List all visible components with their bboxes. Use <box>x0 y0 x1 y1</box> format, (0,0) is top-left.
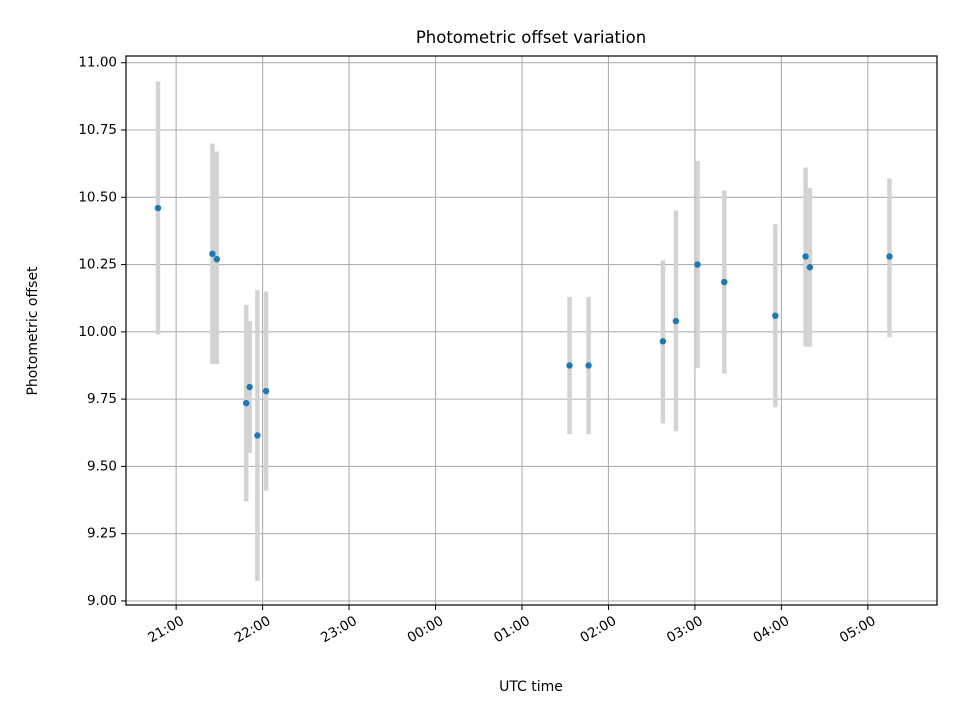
data-point <box>694 261 701 268</box>
data-points <box>154 204 893 439</box>
y-tick-label: 10.00 <box>78 324 117 340</box>
data-point <box>209 250 216 258</box>
data-point <box>659 338 667 345</box>
data-point <box>802 253 809 260</box>
data-point <box>721 278 728 286</box>
y-tick-label: 10.25 <box>78 257 117 273</box>
y-tick-label: 10.75 <box>78 122 117 138</box>
y-tick-label: 11.00 <box>78 55 117 71</box>
y-tick-label: 9.50 <box>87 458 117 474</box>
y-axis-label: Photometric offset <box>25 266 41 396</box>
data-point <box>886 253 893 260</box>
y-tick-label: 10.50 <box>78 189 117 205</box>
data-point <box>806 264 814 271</box>
data-point <box>254 432 261 439</box>
data-point <box>585 362 592 369</box>
y-axis-ticks: 9.00 9.25 9.50 9.75 10.00 10.25 10.50 10.75 11.0… <box>78 55 126 609</box>
y-tick-label: 9.25 <box>87 526 117 542</box>
plot-frame <box>125 55 938 606</box>
data-point <box>672 317 680 325</box>
y-tick-label: 9.75 <box>87 391 117 407</box>
x-axis-label: UTC time <box>499 679 563 695</box>
data-point <box>772 312 779 319</box>
data-point <box>262 387 270 395</box>
y-tick-label: 9.00 <box>87 593 117 609</box>
data-point <box>566 362 573 369</box>
grid-lines <box>126 56 937 605</box>
data-point <box>242 399 250 407</box>
chart-title: Photometric offset variation <box>416 28 646 47</box>
data-point <box>213 255 220 263</box>
data-point <box>154 204 162 212</box>
data-point <box>246 383 253 391</box>
